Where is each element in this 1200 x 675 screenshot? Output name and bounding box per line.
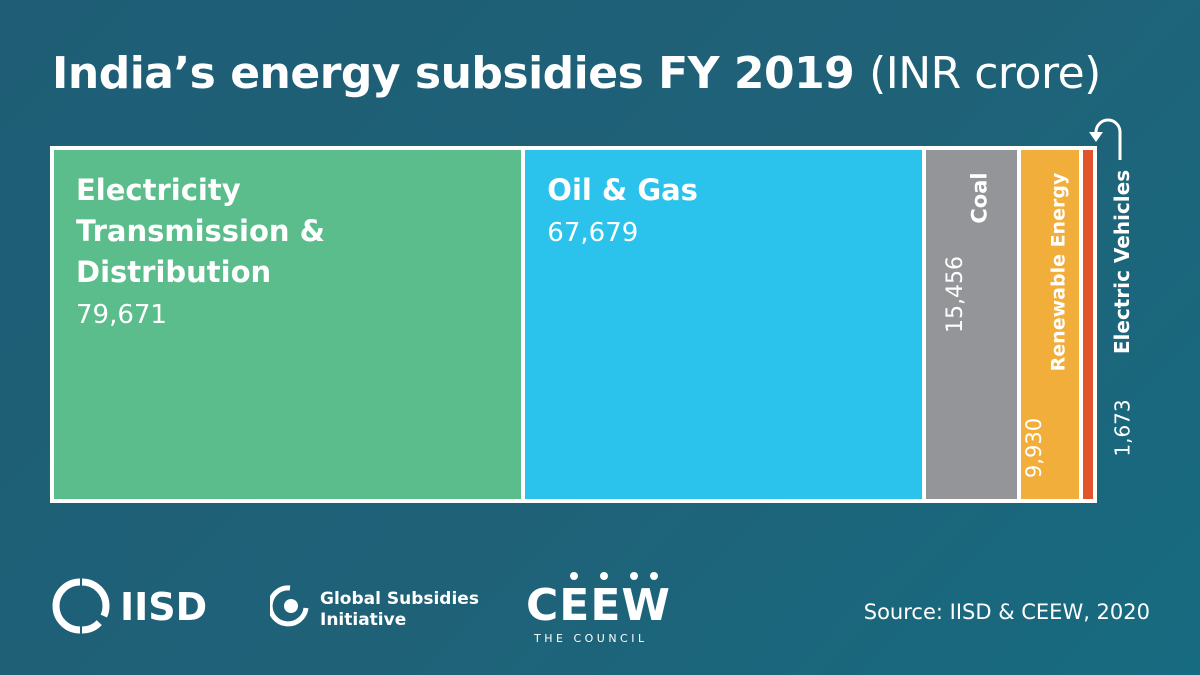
ceew-dots-icon [570,572,658,580]
tile-coal: Coal 15,456 [926,150,1017,499]
gsi-line-1: Global Subsidies [320,589,479,609]
tile-label-coal: Coal [967,171,992,224]
source-note: Source: IISD & CEEW, 2020 [863,600,1150,624]
iisd-logo-text: IISD [120,585,207,629]
treemap: Electricity Transmission & Distribution … [50,146,1097,503]
chart-title: India’s energy subsidies FY 2019 (INR cr… [52,48,1101,100]
gsi-logo: Global Subsidies Initiative [270,582,500,632]
tile-label-electricity: Electricity Transmission & Distribution [76,170,325,293]
tile-label-electricity-line-3: Distribution [76,255,272,289]
tile-label-electricity-line-1: Electricity [76,173,241,207]
iisd-ring-icon [52,578,110,634]
tile-electricity: Electricity Transmission & Distribution … [54,150,522,499]
ceew-logo: CEEW THE COUNCIL [526,568,676,648]
ev-value: 1,673 [1110,398,1135,457]
ceew-logo-text: CEEW [526,580,671,631]
tile-value-renewable: 9,930 [1022,417,1047,479]
gsi-line-2: Initiative [320,610,406,630]
ceew-logo-sub: THE COUNCIL [533,632,648,645]
chart-title-unit: (INR crore) [869,48,1101,99]
gsi-mark-icon [270,585,309,627]
ev-callout-arrow-icon [1089,118,1122,160]
iisd-logo: IISD [52,576,232,636]
ev-label: Electric Vehicles [1110,169,1135,355]
chart-title-main: India’s energy subsidies FY 2019 [52,48,855,99]
tile-label-renewable: Renewable Energy [1046,172,1069,371]
tile-oil-gas: Oil & Gas 67,679 [525,150,923,499]
tile-label-electricity-line-2: Transmission & [76,214,325,248]
tile-value-electricity: 79,671 [76,300,167,330]
tile-label-oil-gas: Oil & Gas [547,173,698,207]
tile-renewable: Renewable Energy 9,930 [1020,150,1080,499]
tile-value-coal: 15,456 [943,256,969,333]
tile-value-oil-gas: 67,679 [547,218,639,248]
tile-electric-vehicles [1083,150,1093,499]
